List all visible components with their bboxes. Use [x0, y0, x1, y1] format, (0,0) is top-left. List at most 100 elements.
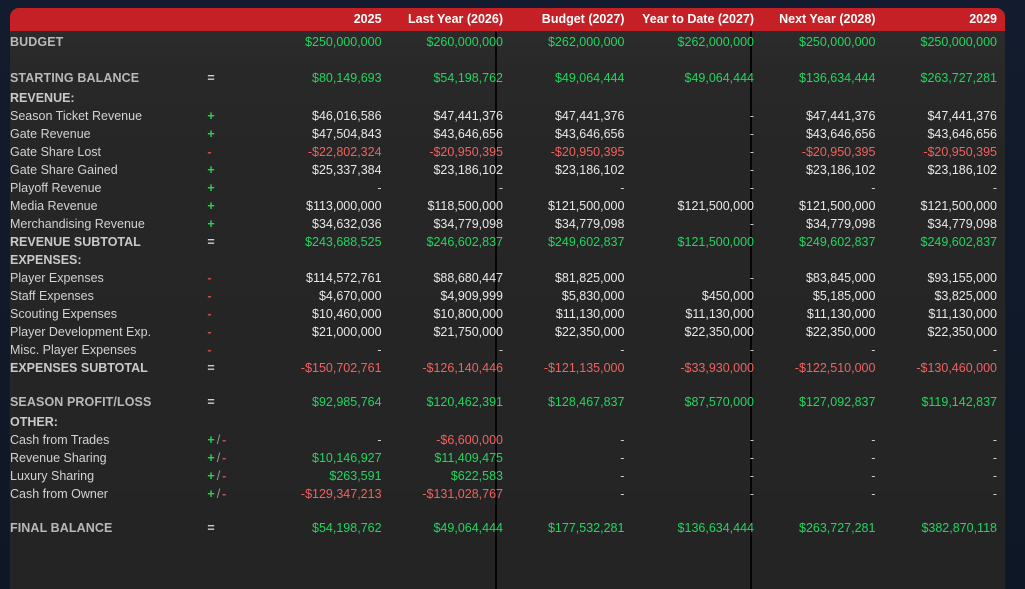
- column-header-next-year-2028[interactable]: Next Year (2028): [762, 8, 884, 31]
- table-row-staff-expenses: Staff Expenses - $4,670,000 $4,909,999 $…: [10, 287, 1005, 305]
- cell-gate-revenue-2029: $43,646,656: [927, 126, 997, 141]
- cell-scouting-expenses-b2027: $11,130,000: [555, 306, 625, 321]
- table-row-starting-balance: STARTING BALANCE = $80,149,693 $54,198,7…: [10, 67, 1005, 89]
- row-label-revenue-sharing: Revenue Sharing: [10, 450, 107, 465]
- row-label-cash-from-owner: Cash from Owner: [10, 486, 108, 501]
- cell-media-revenue-2026: $118,500,000: [427, 198, 503, 213]
- cell-staff-expenses-2028: $5,185,000: [812, 288, 876, 303]
- cell-cash-trades-2029: -: [992, 432, 997, 447]
- cell-expenses-subtotal-2028: -$122,510,000: [794, 360, 876, 375]
- cell-gate-revenue-2028: $43,646,656: [805, 126, 876, 141]
- section-heading-revenue: REVENUE:: [10, 90, 75, 105]
- row-label-season-ticket-revenue: Season Ticket Revenue: [10, 108, 143, 123]
- cell-revenue-sharing-2025: $10,146,927: [312, 450, 382, 465]
- row-label-final-balance: FINAL BALANCE: [10, 520, 113, 535]
- cell-budget-2026: $260,000,000: [426, 34, 503, 49]
- cell-luxury-sharing-2028: -: [871, 468, 876, 483]
- cell-season-ticket-2026: $47,441,376: [433, 108, 503, 123]
- cell-final-balance-2029: $382,870,118: [921, 520, 997, 535]
- plus-glyph: +: [207, 468, 215, 483]
- cell-starting-balance-ytd2027: $49,064,444: [684, 70, 755, 85]
- cell-gate-share-gained-2029: $23,186,102: [927, 162, 997, 177]
- column-header-budget-2027[interactable]: Budget (2027): [511, 8, 633, 31]
- team-finances-panel: 2025 Last Year (2026) Budget (2027) Year…: [10, 8, 1005, 589]
- column-header-2029[interactable]: 2029: [883, 8, 1005, 31]
- cell-gate-share-lost-2026: -$20,950,395: [429, 144, 503, 159]
- cell-cash-trades-ytd2027: -: [749, 432, 755, 447]
- cell-staff-expenses-ytd2027: $450,000: [701, 288, 755, 303]
- cell-gate-revenue-ytd2027: -: [749, 126, 755, 141]
- cell-revenue-sharing-ytd2027: -: [749, 450, 755, 465]
- cell-expenses-subtotal-2026: -$126,140,446: [422, 360, 503, 375]
- cell-profit-loss-ytd2027: $87,570,000: [684, 394, 755, 409]
- table-row-budget: BUDGET $250,000,000 $260,000,000 $262,00…: [10, 31, 1005, 53]
- cell-revenue-subtotal-2029: $249,602,837: [920, 234, 997, 249]
- row-label-season-profit-loss: SEASON PROFIT/LOSS: [10, 394, 152, 409]
- cell-merchandising-b2027: $34,779,098: [554, 216, 625, 231]
- cell-scouting-expenses-2029: $11,130,000: [928, 306, 997, 321]
- cell-misc-player-2028: -: [871, 342, 876, 357]
- table-header-row: 2025 Last Year (2026) Budget (2027) Year…: [10, 8, 1005, 31]
- row-sign-gate-share-gained: +: [207, 162, 215, 177]
- cell-misc-player-2025: -: [377, 342, 382, 357]
- cell-staff-expenses-2026: $4,909,999: [440, 288, 503, 303]
- cell-playoff-revenue-ytd2027: -: [749, 180, 755, 195]
- row-sign-scouting-expenses: -: [207, 306, 212, 321]
- column-header-year-to-date-2027[interactable]: Year to Date (2027): [632, 8, 763, 31]
- row-sign-media-revenue: +: [207, 198, 215, 213]
- cell-revenue-subtotal-b2027: $249,602,837: [547, 234, 625, 249]
- row-label-cash-from-trades: Cash from Trades: [10, 432, 110, 447]
- cell-staff-expenses-b2027: $5,830,000: [561, 288, 625, 303]
- cell-season-ticket-2029: $47,441,376: [927, 108, 997, 123]
- cell-gate-share-gained-b2027: $23,186,102: [554, 162, 625, 177]
- cell-budget-2028: $250,000,000: [799, 34, 876, 49]
- cell-cash-trades-2028: -: [871, 432, 876, 447]
- row-sign-cash-from-owner: + / -: [207, 485, 268, 503]
- row-sign-luxury-sharing: + / -: [207, 467, 268, 485]
- cell-gate-share-lost-2025: -$22,802,324: [307, 144, 382, 159]
- cell-playoff-revenue-2028: -: [871, 180, 876, 195]
- column-group-divider-1: [495, 8, 497, 589]
- spacer-after-budget: [10, 53, 1005, 67]
- cell-media-revenue-2025: $113,000,000: [306, 198, 382, 213]
- cell-player-dev-2026: $21,750,000: [433, 324, 503, 339]
- cell-player-dev-2028: $22,350,000: [805, 324, 876, 339]
- cell-player-dev-2029: $22,350,000: [927, 324, 997, 339]
- cell-player-expenses-2026: $88,680,447: [433, 270, 503, 285]
- cell-misc-player-ytd2027: -: [749, 342, 755, 357]
- cell-playoff-revenue-2026: -: [498, 180, 503, 195]
- table-row-cash-from-owner: Cash from Owner + / - -$129,347,213 -$131,…: [10, 485, 1005, 503]
- cell-season-ticket-ytd2027: -: [749, 108, 755, 123]
- row-label-expenses-subtotal: EXPENSES SUBTOTAL: [10, 360, 148, 375]
- column-header-last-year-2026[interactable]: Last Year (2026): [389, 8, 511, 31]
- row-sign-budget: [207, 31, 268, 53]
- cell-playoff-revenue-2029: -: [992, 180, 997, 195]
- cell-luxury-sharing-2029: -: [992, 468, 997, 483]
- cell-cash-owner-2029: -: [992, 486, 997, 501]
- table-row-luxury-sharing: Luxury Sharing + / - $263,591 $622,583 - -…: [10, 467, 1005, 485]
- row-sign-cash-from-trades: + / -: [207, 431, 268, 449]
- row-sign-gate-share-lost: -: [207, 144, 212, 159]
- table-row-gate-share-gained: Gate Share Gained + $25,337,384 $23,186,…: [10, 161, 1005, 179]
- slash-glyph: /: [216, 468, 221, 483]
- cell-starting-balance-2025: $80,149,693: [312, 70, 382, 85]
- cell-player-expenses-2028: $83,845,000: [805, 270, 876, 285]
- cell-gate-share-gained-ytd2027: -: [749, 162, 755, 177]
- other-heading-sign: [207, 413, 268, 431]
- table-row-other-heading: OTHER:: [10, 413, 1005, 431]
- header-sign-col: [207, 8, 269, 31]
- expenses-heading-sign: [207, 251, 268, 269]
- cell-final-balance-b2027: $177,532,281: [547, 520, 625, 535]
- minus-glyph: -: [222, 450, 227, 465]
- spacer-before-profit-loss: [10, 377, 1005, 391]
- column-header-2025[interactable]: 2025: [268, 8, 390, 31]
- table-row-gate-revenue: Gate Revenue + $47,504,843 $43,646,656 $…: [10, 125, 1005, 143]
- cell-gate-share-lost-2028: -$20,950,395: [801, 144, 876, 159]
- row-label-starting-balance: STARTING BALANCE: [10, 70, 140, 85]
- cell-playoff-revenue-2025: -: [377, 180, 382, 195]
- cell-expenses-subtotal-b2027: -$121,135,000: [543, 360, 625, 375]
- cell-starting-balance-b2027: $49,064,444: [554, 70, 625, 85]
- cell-scouting-expenses-2025: $10,460,000: [312, 306, 382, 321]
- table-row-final-balance: FINAL BALANCE = $54,198,762 $49,064,444 …: [10, 517, 1005, 539]
- cell-cash-owner-2025: -$129,347,213: [300, 486, 382, 501]
